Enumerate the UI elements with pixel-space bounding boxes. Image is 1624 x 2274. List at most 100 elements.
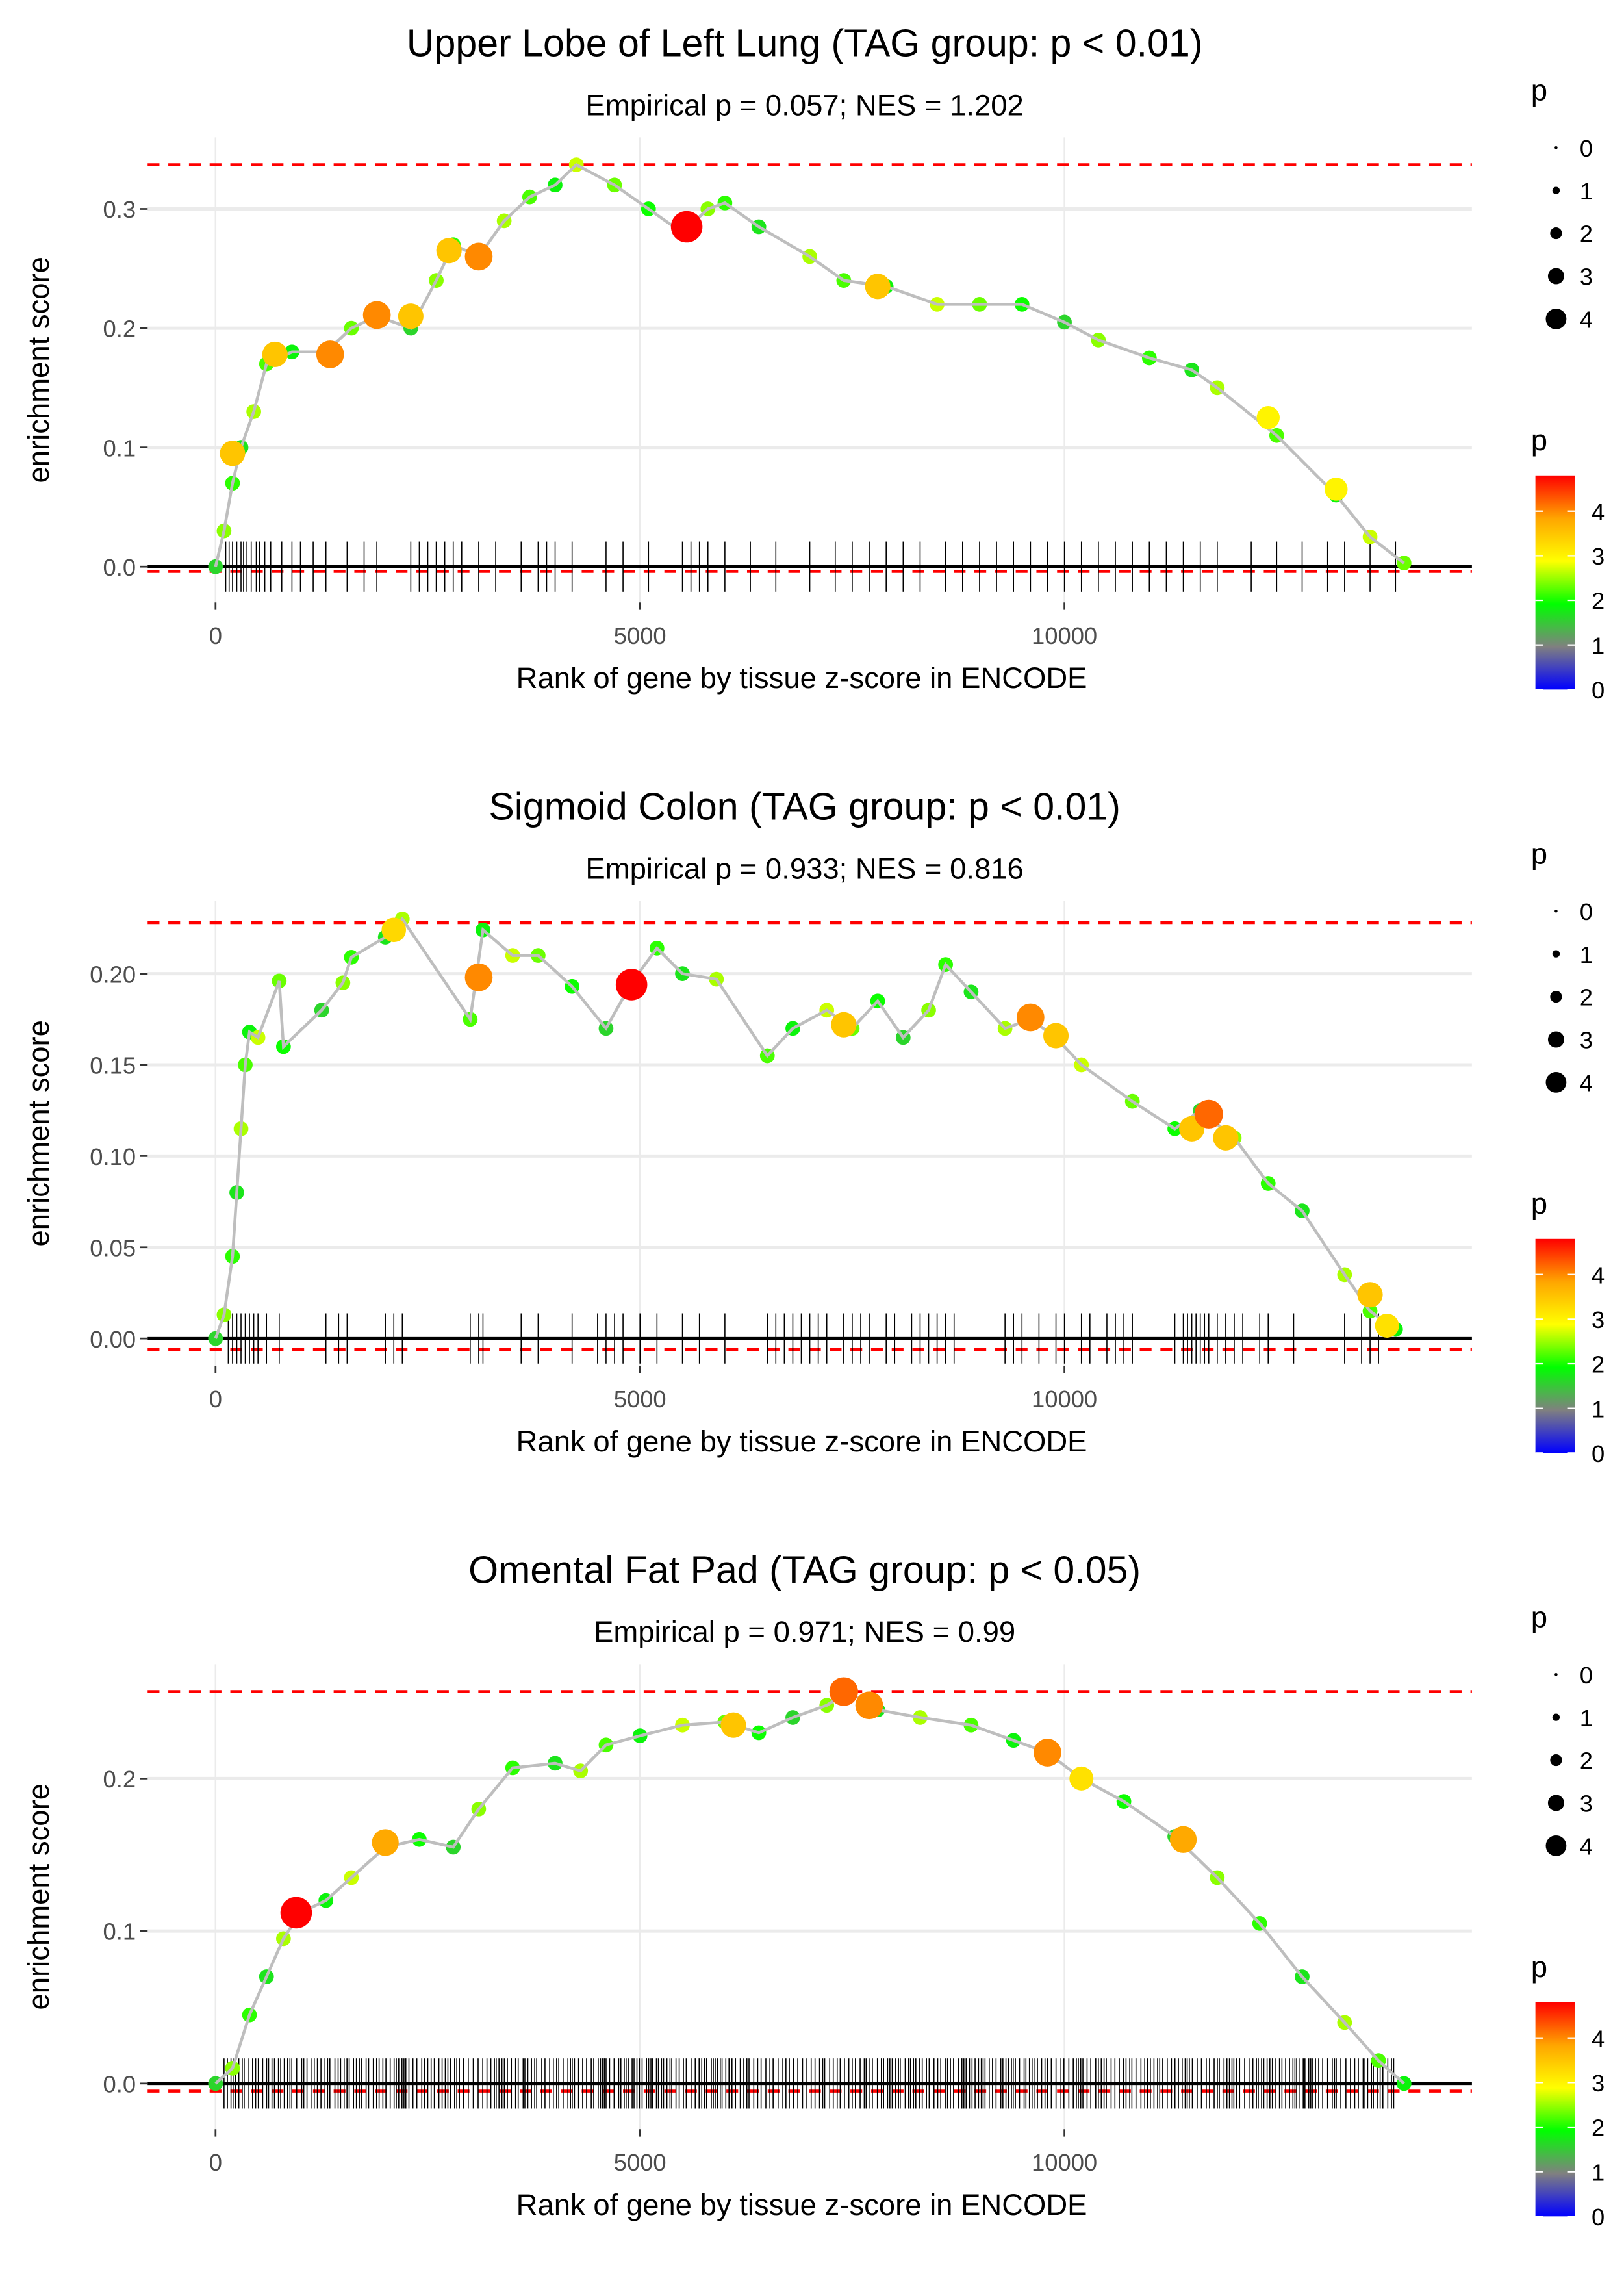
size-legend-title: p <box>1531 1601 1547 1634</box>
enrichment-curve <box>214 162 1405 567</box>
size-legend-dot <box>1552 1713 1560 1721</box>
x-tick-label: 10000 <box>1032 622 1097 649</box>
y-tick-label: 0.0 <box>103 2071 136 2097</box>
highlight-point <box>1357 1282 1383 1308</box>
highlight-point <box>262 341 288 367</box>
y-axis-label: enrichment score <box>22 1783 55 2010</box>
y-tick-label: 0.15 <box>90 1053 136 1079</box>
y-axis-label: enrichment score <box>22 1020 55 1247</box>
y-tick-label: 0.20 <box>90 961 136 988</box>
size-legend-dot <box>1554 146 1558 149</box>
size-legend-label: 1 <box>1580 1705 1593 1731</box>
size-legend-label: 3 <box>1580 1027 1593 1054</box>
size-legend-label: 1 <box>1580 178 1593 205</box>
x-tick-label: 10000 <box>1032 2149 1097 2176</box>
color-legend-label: 0 <box>1592 1440 1605 1467</box>
color-legend-label: 0 <box>1592 2204 1605 2230</box>
highlight-point <box>280 1897 312 1929</box>
size-legend-title: p <box>1531 74 1547 107</box>
size-legend-dot <box>1547 1031 1564 1048</box>
highlight-point <box>1034 1739 1061 1767</box>
highlight-point <box>1069 1766 1094 1791</box>
size-legend-label: 0 <box>1580 899 1593 925</box>
size-legend-dot <box>1545 1071 1567 1093</box>
highlight-point <box>1043 1023 1069 1049</box>
x-axis-label: Rank of gene by tissue z-score in ENCODE <box>516 1425 1087 1458</box>
chart-title: Sigmoid Colon (TAG group: p < 0.01) <box>488 785 1121 828</box>
color-legend-bar <box>1535 1238 1575 1453</box>
size-legend-label: 4 <box>1580 1070 1593 1097</box>
highlight-point <box>720 1712 746 1738</box>
highlight-point <box>220 441 246 466</box>
color-legend-label: 3 <box>1592 543 1605 570</box>
highlight-point <box>464 963 493 991</box>
highlight-point <box>372 1829 399 1856</box>
size-legend-dot <box>1547 1795 1564 1811</box>
size-legend-label: 2 <box>1580 1748 1593 1774</box>
highlight-point <box>1194 1099 1223 1129</box>
enrichment-curve <box>214 916 1397 1339</box>
highlight-point <box>1016 1003 1045 1032</box>
y-axis-label: enrichment score <box>22 257 55 483</box>
y-tick-label: 0.2 <box>103 1766 136 1793</box>
highlight-point <box>1213 1125 1239 1151</box>
size-legend-dot <box>1552 186 1560 194</box>
highlight-point <box>398 303 424 329</box>
color-legend-label: 3 <box>1592 1307 1605 1333</box>
size-legend-label: 4 <box>1580 1833 1593 1860</box>
highlight-point <box>1169 1826 1197 1853</box>
color-legend-label: 2 <box>1592 588 1605 615</box>
size-legend-dot <box>1554 1672 1558 1676</box>
color-legend-label: 1 <box>1592 2159 1605 2186</box>
panel-upper-lobe-left-lung: Upper Lobe of Left Lung (TAG group: p < … <box>22 21 1605 704</box>
y-tick-label: 0.0 <box>103 554 136 581</box>
color-legend-label: 0 <box>1592 677 1605 704</box>
highlight-point <box>1256 406 1280 429</box>
y-tick-label: 0.05 <box>90 1234 136 1261</box>
highlight-point <box>316 340 344 368</box>
x-tick-label: 5000 <box>614 622 666 649</box>
color-legend-label: 1 <box>1592 1396 1605 1422</box>
x-axis-label: Rank of gene by tissue z-score in ENCODE <box>516 661 1087 695</box>
highlight-point <box>829 1677 858 1706</box>
size-legend-dot <box>1550 227 1562 240</box>
chart-title: Omental Fat Pad (TAG group: p < 0.05) <box>468 1548 1141 1591</box>
size-legend-dot <box>1550 990 1562 1003</box>
highlight-point <box>615 969 648 1001</box>
size-legend-label: 0 <box>1580 135 1593 162</box>
color-legend-title: p <box>1531 1950 1547 1984</box>
color-legend-title: p <box>1531 1187 1547 1220</box>
x-tick-label: 0 <box>209 622 222 649</box>
highlight-point <box>362 301 391 329</box>
color-legend-label: 2 <box>1592 2115 1605 2141</box>
highlight-point <box>831 1012 857 1038</box>
x-tick-label: 10000 <box>1032 1386 1097 1412</box>
panel-omental-fat-pad: Omental Fat Pad (TAG group: p < 0.05) Emp… <box>22 1548 1605 2230</box>
highlight-point <box>855 1691 883 1720</box>
size-legend-label: 2 <box>1580 984 1593 1011</box>
chart-title: Upper Lobe of Left Lung (TAG group: p < … <box>407 21 1203 64</box>
color-legend-label: 4 <box>1592 1262 1605 1288</box>
y-tick-label: 0.2 <box>103 316 136 342</box>
color-legend-label: 1 <box>1592 632 1605 659</box>
size-legend-label: 3 <box>1580 264 1593 290</box>
chart-subtitle: Empirical p = 0.933; NES = 0.816 <box>585 852 1023 885</box>
size-legend-title: p <box>1531 837 1547 871</box>
enrichment-curve <box>214 1689 1405 2085</box>
y-tick-label: 0.00 <box>90 1326 136 1353</box>
size-legend-label: 1 <box>1580 941 1593 968</box>
x-tick-label: 0 <box>209 2149 222 2176</box>
size-legend-dot <box>1545 1835 1567 1856</box>
highlight-point <box>1375 1314 1399 1338</box>
highlight-point <box>670 211 703 243</box>
highlight-point <box>1325 478 1348 501</box>
size-legend-dot <box>1547 268 1564 285</box>
enrichment-point <box>208 559 223 574</box>
x-tick-label: 5000 <box>614 2149 666 2176</box>
size-legend-label: 4 <box>1580 307 1593 333</box>
x-tick-label: 0 <box>209 1386 222 1412</box>
panel-sigmoid-colon: Sigmoid Colon (TAG group: p < 0.01) Empir… <box>22 785 1605 1467</box>
size-legend-dot <box>1552 950 1560 958</box>
y-tick-label: 0.1 <box>103 435 136 461</box>
